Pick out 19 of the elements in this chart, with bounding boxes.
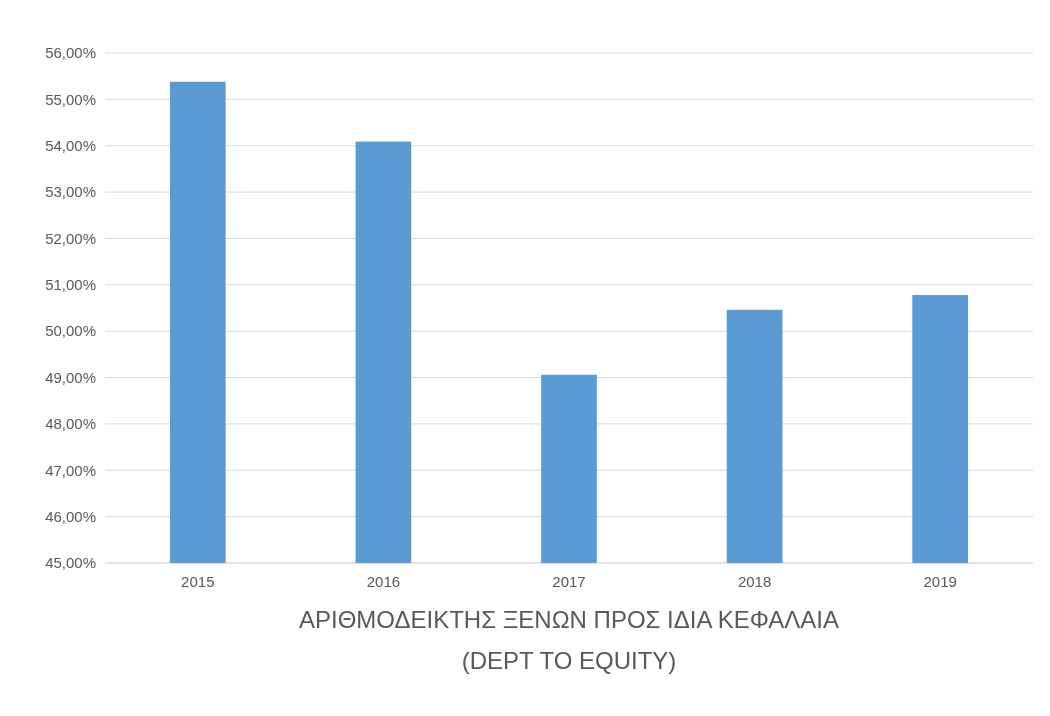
x-tick-label: 2015 — [181, 573, 215, 590]
y-tick-label: 52,00% — [45, 229, 96, 247]
x-tick-label: 2017 — [552, 573, 586, 590]
y-tick-label: 48,00% — [45, 415, 96, 433]
x-tick-label: 2016 — [366, 573, 401, 590]
y-tick-label: 55,00% — [45, 90, 96, 108]
y-tick-label: 53,00% — [45, 183, 96, 201]
text: ΑΡΙΘΜΟΔΕΙΚΤΗΣ ΞΕΝΩΝ ΠΡΟΣ ΙΔΙΑ ΚΕΦΑΛΑΙΑ — [298, 606, 840, 633]
y-tick-label: 54,00% — [45, 136, 96, 154]
x-tick-label: 2019 — [923, 573, 957, 590]
x-tick-label: 2018 — [737, 573, 772, 590]
y-tick-label: 46,00% — [45, 507, 96, 525]
y-tick-label: 45,00% — [45, 554, 96, 572]
y-tick-label: 47,00% — [45, 461, 96, 479]
text: (DEPT TO EQUITY) — [461, 647, 677, 674]
y-tick-label: 49,00% — [45, 368, 96, 386]
y-tick-label: 51,00% — [45, 276, 96, 294]
y-tick-label: 56,00% — [45, 44, 96, 62]
y-tick-label: 50,00% — [45, 322, 96, 340]
